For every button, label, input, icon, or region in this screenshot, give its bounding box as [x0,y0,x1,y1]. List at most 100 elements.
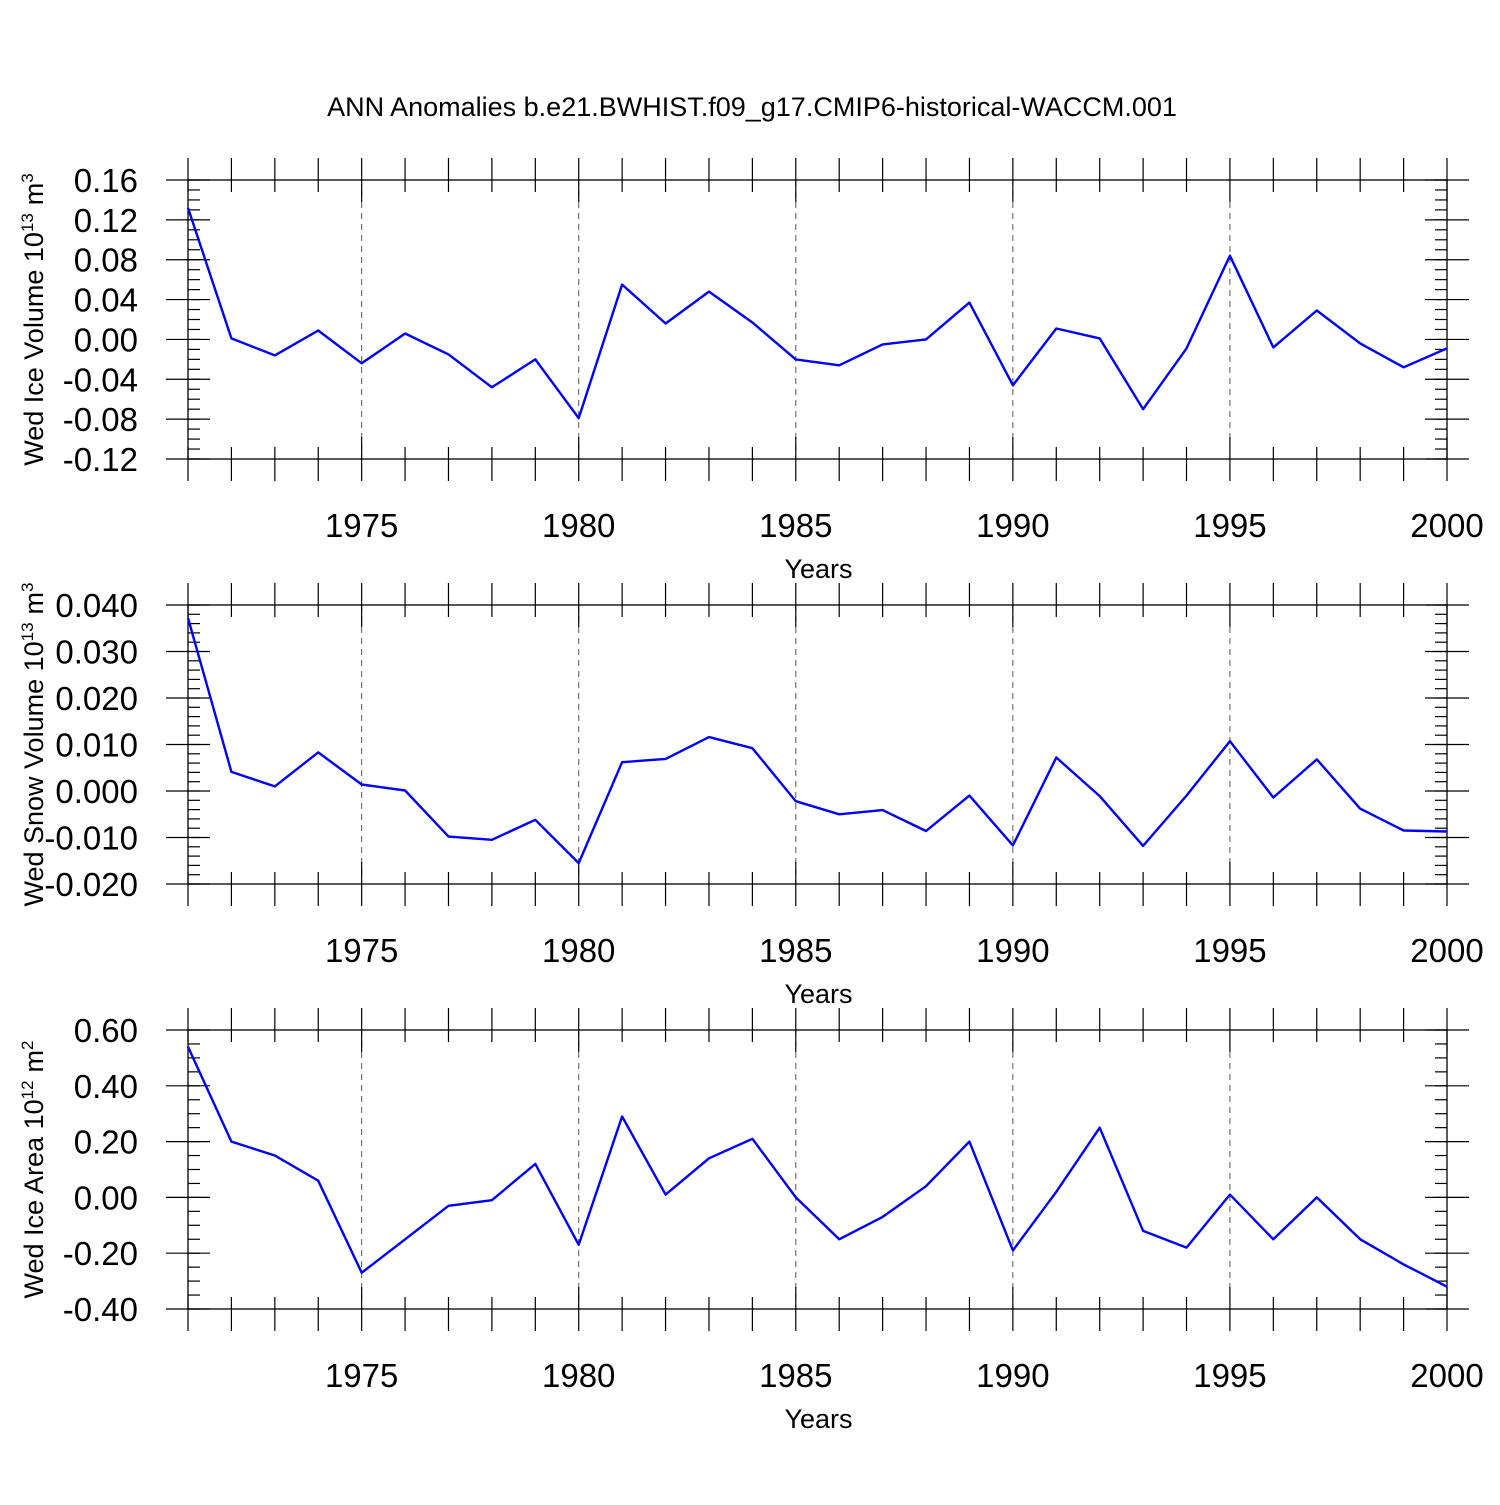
data-point [838,813,840,815]
data-point [968,301,970,303]
data-point [968,794,970,796]
data-point [1098,795,1100,797]
data-point [621,761,623,763]
x-tick-label: 1990 [976,1357,1049,1394]
y-axis-label-text: Wed Ice Volume 10 [19,232,49,466]
x-tick-label: 1990 [976,507,1049,544]
data-point [795,358,797,360]
y-tick-label: -0.020 [44,866,138,903]
data-point [1098,337,1100,339]
data-point [317,1179,319,1181]
data-point [881,343,883,345]
data-point [274,1154,276,1156]
data-point [1012,1249,1014,1251]
x-tick-label: 1990 [976,932,1049,969]
y-tick-label: 0.20 [74,1124,138,1161]
x-tick-label: 2000 [1410,507,1483,544]
data-point [1185,347,1187,349]
data-point [1446,830,1448,832]
x-tick-label: 1985 [759,507,832,544]
data-point [925,1185,927,1187]
y-tick-label: 0.60 [74,1012,138,1049]
y-axis-label: Wed Ice Volume 1013 m3 [18,173,49,466]
y-axis-label: Wed Snow Volume 1013 m3 [18,582,49,906]
data-point [404,1238,406,1240]
data-point [1142,845,1144,847]
data-point [795,1196,797,1198]
data-point [1055,327,1057,329]
data-point [447,353,449,355]
y-tick-label: -0.04 [63,361,138,398]
data-point [187,617,189,619]
x-tick-label: 1980 [542,932,615,969]
y-tick-label: 0.030 [55,634,138,671]
data-point [578,1244,580,1246]
data-point [1012,844,1014,846]
y-tick-label: -0.40 [63,1291,138,1328]
data-point [317,751,319,753]
y-tick-label: 0.12 [74,202,138,239]
data-point [447,1205,449,1207]
data-point [664,322,666,324]
data-point [1185,1246,1187,1248]
y-tick-label: 0.010 [55,727,138,764]
data-point [230,337,232,339]
data-point [404,789,406,791]
data-point [534,1163,536,1165]
data-point [404,332,406,334]
data-point [1402,1263,1404,1265]
plot-frame [187,604,1448,885]
y-axis-label-unit: m [19,183,49,206]
x-axis-label: Years [784,554,852,584]
data-point [1359,1238,1361,1240]
y-tick-label: 0.08 [74,242,138,279]
series-line [186,1046,1448,1288]
y-axis-label-unit: m [19,592,49,615]
y-tick-label: 0.16 [74,162,138,199]
data-point [1098,1126,1100,1128]
x-tick-label: 1985 [759,1357,832,1394]
data-point [751,1138,753,1140]
data-point [621,1115,623,1117]
data-point [534,819,536,821]
figure-title: ANN Anomalies b.e21.BWHIST.f09_g17.CMIP6… [327,92,1177,122]
data-point [1272,346,1274,348]
x-axis-label: Years [784,979,852,1009]
panel-3: -0.40 -0.20 0.00 0.20 0.40 0.60 1975 1980 1985 19… [18,1008,1484,1434]
data-point [1316,309,1318,311]
y-axis-label-unit-exponent: 3 [18,173,37,182]
data-point [1055,756,1057,758]
series-line [186,207,1448,420]
data-point [578,417,580,419]
data-point [881,1216,883,1218]
data-point [1229,740,1231,742]
data-point [534,358,536,360]
data-point [621,283,623,285]
y-tick-label: 0.000 [55,773,138,810]
y-axis-label-text: Wed Ice Area 10 [19,1099,49,1298]
data-point [968,1140,970,1142]
y-axis-label-exponent: 13 [18,213,37,232]
data-point [1359,807,1361,809]
y-tick-label: -0.12 [63,441,138,478]
data-point [1142,408,1144,410]
y-tick-label: 0.020 [55,680,138,717]
data-point [664,1193,666,1195]
data-point [708,1157,710,1159]
series-line [186,617,1448,865]
y-axis-label-unit-exponent: 2 [18,1040,37,1049]
y-tick-label: -0.08 [63,401,138,438]
y-axis-label: Wed Ice Area 1012 m2 [18,1040,49,1298]
plot-frame [187,1029,1448,1310]
x-tick-label: 1985 [759,932,832,969]
x-tick-label: 1995 [1193,932,1266,969]
x-tick-label: 2000 [1410,1357,1483,1394]
y-axis-label-exponent: 12 [18,1080,37,1099]
data-point [881,809,883,811]
x-tick-label: 1980 [542,1357,615,1394]
data-point [1316,758,1318,760]
data-point [1185,794,1187,796]
